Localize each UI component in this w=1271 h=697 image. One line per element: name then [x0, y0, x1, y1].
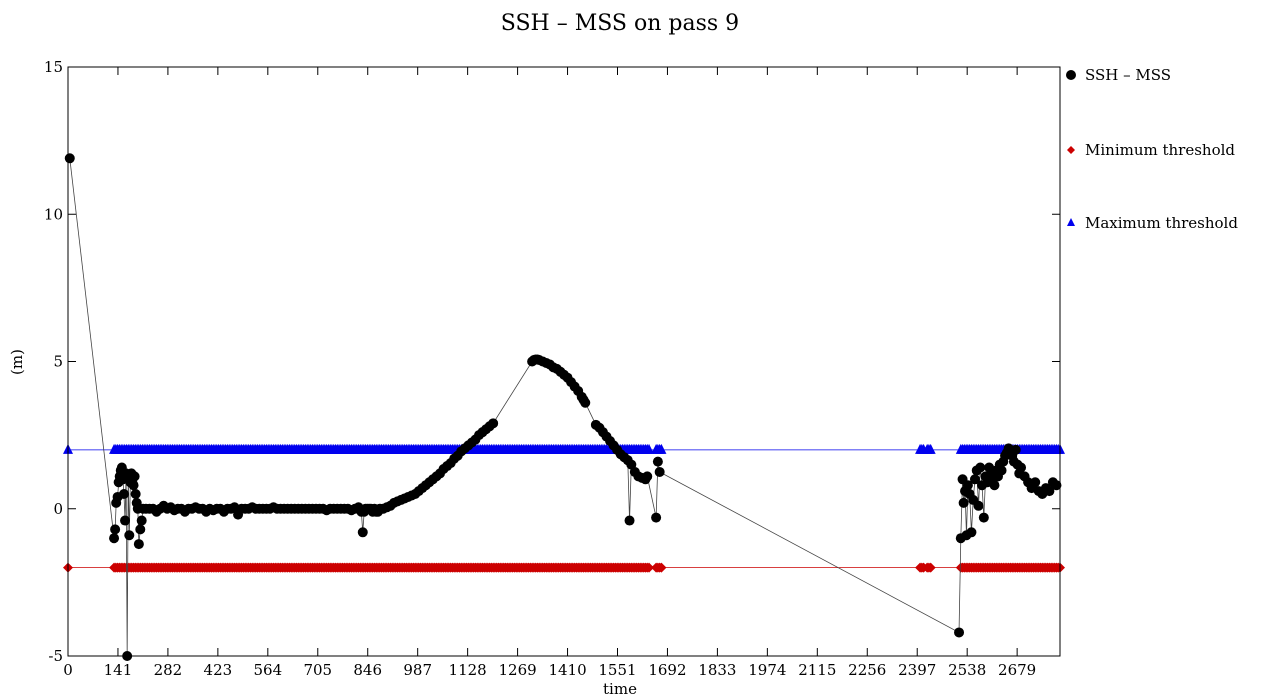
y-tick-label: 10: [44, 205, 63, 223]
ssh-point: [1051, 480, 1062, 491]
x-tick-label: 564: [253, 661, 282, 679]
chart-title: SSH – MSS on pass 9: [501, 11, 739, 36]
x-tick-label: 1833: [698, 661, 736, 679]
ssh-point: [996, 465, 1007, 476]
min-threshold-point: [644, 562, 655, 573]
ssh-point: [654, 466, 665, 477]
ssh-point: [120, 515, 131, 526]
y-tick-label: -5: [48, 647, 63, 665]
min-threshold-point: [925, 562, 936, 573]
ssh-point: [128, 480, 139, 491]
max-threshold-point: [644, 443, 655, 454]
ssh-point: [966, 527, 977, 538]
x-tick-label: 1974: [748, 661, 786, 679]
x-tick-label: 987: [403, 661, 432, 679]
ssh-point: [124, 530, 135, 541]
ssh-point: [969, 474, 980, 485]
x-tick-label: 141: [104, 661, 133, 679]
ssh-point: [1010, 444, 1021, 455]
x-tick-label: 2397: [898, 661, 936, 679]
legend-label: Maximum threshold: [1085, 214, 1238, 232]
x-tick-label: 2115: [798, 661, 836, 679]
y-axis-label: (m): [8, 349, 26, 375]
x-tick-label: 1128: [449, 661, 487, 679]
x-axis-label: time: [603, 680, 637, 697]
x-tick-label: 423: [204, 661, 233, 679]
x-tick-label: 1692: [648, 661, 686, 679]
x-tick-label: 1269: [498, 661, 536, 679]
ssh-point: [1030, 477, 1041, 488]
ssh-point: [109, 533, 120, 544]
x-tick-label: 0: [63, 661, 73, 679]
legend-label: SSH – MSS: [1085, 66, 1171, 84]
x-tick-label: 1551: [598, 661, 636, 679]
ssh-point: [580, 397, 591, 408]
ssh-point: [958, 497, 969, 508]
min-threshold-point: [656, 562, 667, 573]
x-tick-label: 282: [154, 661, 183, 679]
legend-marker-min: [1067, 146, 1075, 154]
x-tick-label: 2256: [848, 661, 886, 679]
ssh-point: [64, 153, 75, 164]
ssh-point: [110, 524, 121, 535]
ssh-point: [357, 527, 368, 538]
ssh-point: [973, 500, 984, 511]
ssh-point: [978, 512, 989, 523]
max-threshold-point: [656, 443, 667, 454]
ssh-point: [624, 515, 635, 526]
legend-marker-max: [1067, 218, 1075, 226]
ssh-point: [488, 418, 499, 429]
ssh-point: [136, 515, 147, 526]
legend: SSH – MSS Minimum threshold Maximum thresh…: [1066, 66, 1238, 232]
x-tick-label: 705: [303, 661, 332, 679]
ssh-point: [130, 489, 141, 500]
x-tick-label: 846: [353, 661, 382, 679]
max-threshold-point: [925, 443, 936, 454]
ssh-point: [989, 480, 1000, 491]
ssh-point: [642, 471, 653, 482]
legend-marker-ssh: [1066, 70, 1076, 80]
ssh-point: [652, 456, 663, 467]
legend-label: Minimum threshold: [1085, 141, 1235, 159]
y-tick-label: 0: [53, 500, 63, 518]
ssh-point: [962, 480, 973, 491]
ssh-point: [1016, 462, 1027, 473]
ssh-point: [954, 627, 965, 638]
x-tick-label: 1410: [548, 661, 586, 679]
x-tick-label: 2679: [998, 661, 1036, 679]
ssh-line: [69, 158, 1057, 657]
ssh-point: [651, 512, 662, 523]
y-tick-label: 5: [53, 353, 63, 371]
ssh-point: [129, 471, 140, 482]
y-tick-label: 15: [44, 58, 63, 76]
ssh-point: [133, 539, 144, 550]
plot-area: [63, 153, 1065, 661]
ssh-point: [975, 462, 986, 473]
ssh-point: [1044, 486, 1055, 497]
ssh-point: [135, 524, 146, 535]
x-tick-label: 2538: [948, 661, 986, 679]
ssh-point: [118, 489, 129, 500]
